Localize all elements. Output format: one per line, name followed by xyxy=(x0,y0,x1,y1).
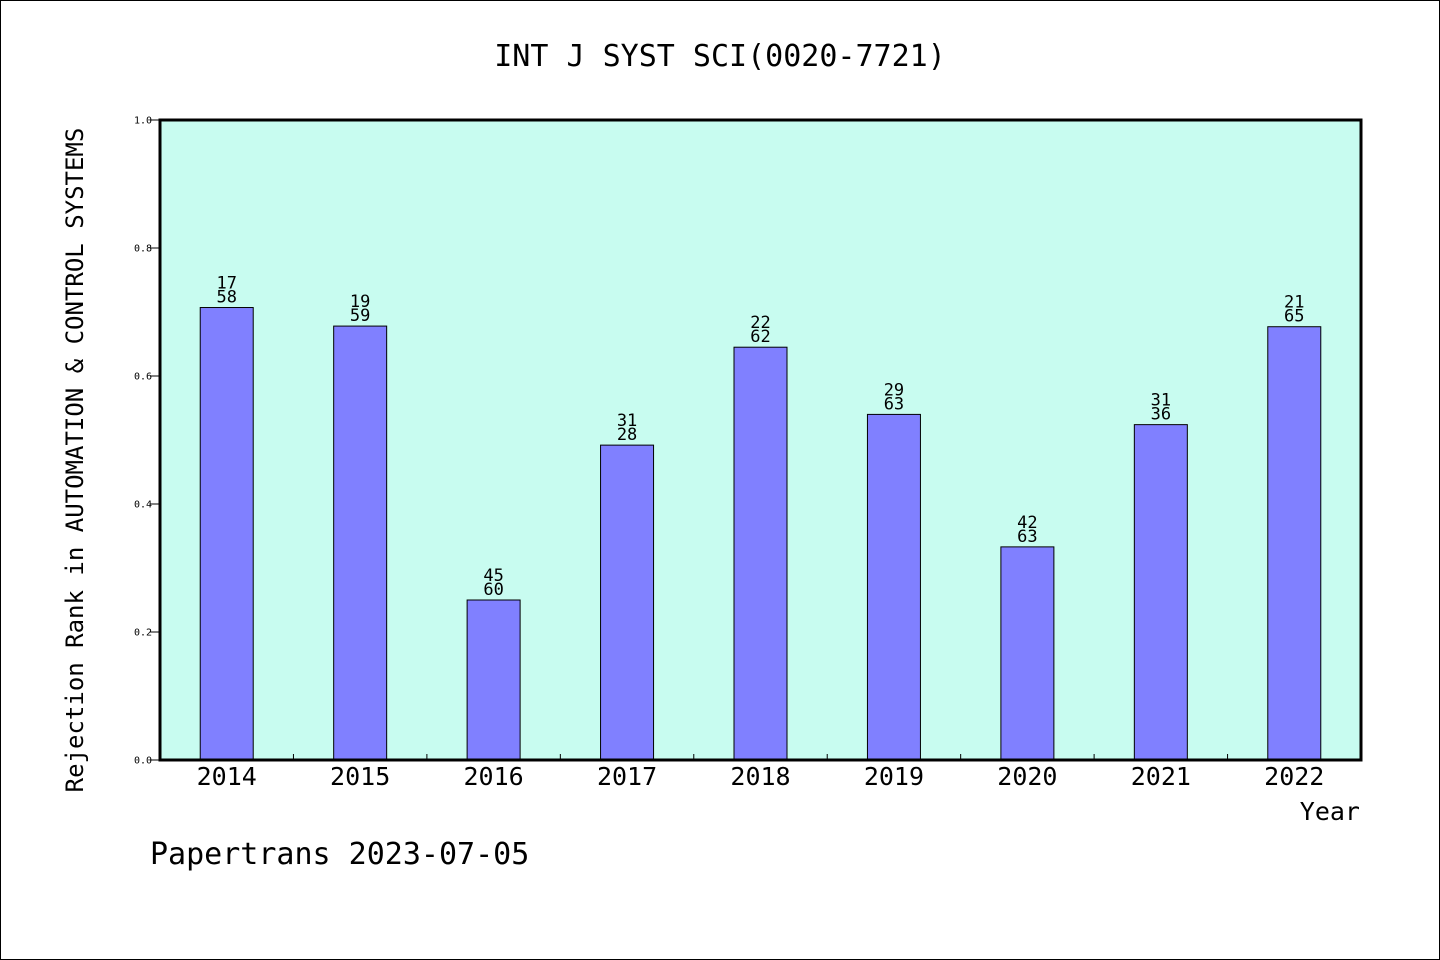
x-tick-label: 2019 xyxy=(864,762,924,791)
bar-2017 xyxy=(600,444,655,761)
bar-label-bottom: 60 xyxy=(483,580,503,600)
bar-label-top: 31 xyxy=(1151,391,1171,411)
bar-label-top: 22 xyxy=(750,313,770,333)
bar-label-top: 42 xyxy=(1017,513,1037,533)
bar-label-top: 19 xyxy=(350,292,370,312)
y-tick-label: 0.2 xyxy=(134,628,152,639)
bar-2020 xyxy=(1000,546,1055,761)
bar-label-bottom: 62 xyxy=(750,327,770,347)
bar-label-bottom: 65 xyxy=(1284,307,1304,327)
y-tick-label: 0.4 xyxy=(134,500,152,511)
x-tick-label: 2015 xyxy=(330,762,390,791)
bar-2014 xyxy=(199,307,254,761)
bar-label-top: 45 xyxy=(483,566,503,586)
bars-group xyxy=(199,307,1322,761)
x-tick-label: 2016 xyxy=(464,762,524,791)
plot-border xyxy=(158,118,1363,762)
x-tick-label: 2021 xyxy=(1131,762,1191,791)
bar-label-bottom: 58 xyxy=(216,288,236,308)
y-axis-label: Rejection Rank in AUTOMATION & CONTROL S… xyxy=(61,128,89,793)
y-tick-label: 0.0 xyxy=(134,756,152,767)
bar-2022 xyxy=(1267,326,1322,761)
x-tick-label: 2022 xyxy=(1264,762,1324,791)
bar-2016 xyxy=(466,599,521,761)
x-tick-label: 2014 xyxy=(197,762,257,791)
footer-credit: Papertrans 2023-07-05 xyxy=(150,837,529,872)
bar-2021 xyxy=(1133,424,1188,761)
x-axis-label: Year xyxy=(1300,797,1360,826)
x-tick-label: 2017 xyxy=(597,762,657,791)
y-tick-label: 0.8 xyxy=(134,244,152,255)
bar-label-bottom: 28 xyxy=(617,425,637,445)
bar-label-top: 21 xyxy=(1284,293,1304,313)
bar-label-top: 17 xyxy=(216,274,236,294)
bar-2015 xyxy=(333,325,388,761)
bar-label-bottom: 59 xyxy=(350,306,370,326)
x-axis: 2014 2015 2016 2017 2018 2019 2020 2021 2022 xyxy=(197,754,1324,791)
y-tick-label: 0.6 xyxy=(134,372,152,383)
y-axis: 0.0 0.2 0.4 0.6 0.8 1.0 xyxy=(134,116,160,767)
chart-title: INT J SYST SCI(0020-7721) xyxy=(494,39,946,74)
x-tick-label: 2018 xyxy=(730,762,790,791)
y-tick-label: 1.0 xyxy=(134,116,152,127)
bar-label-top: 31 xyxy=(617,411,637,431)
bar-2018 xyxy=(733,346,788,761)
bar-label-bottom: 63 xyxy=(1017,527,1037,547)
bar-label-bottom: 63 xyxy=(884,394,904,414)
bar-2019 xyxy=(866,413,921,761)
bar-label-bottom: 36 xyxy=(1151,405,1171,425)
bar-label-top: 29 xyxy=(884,380,904,400)
x-tick-label: 2020 xyxy=(997,762,1057,791)
